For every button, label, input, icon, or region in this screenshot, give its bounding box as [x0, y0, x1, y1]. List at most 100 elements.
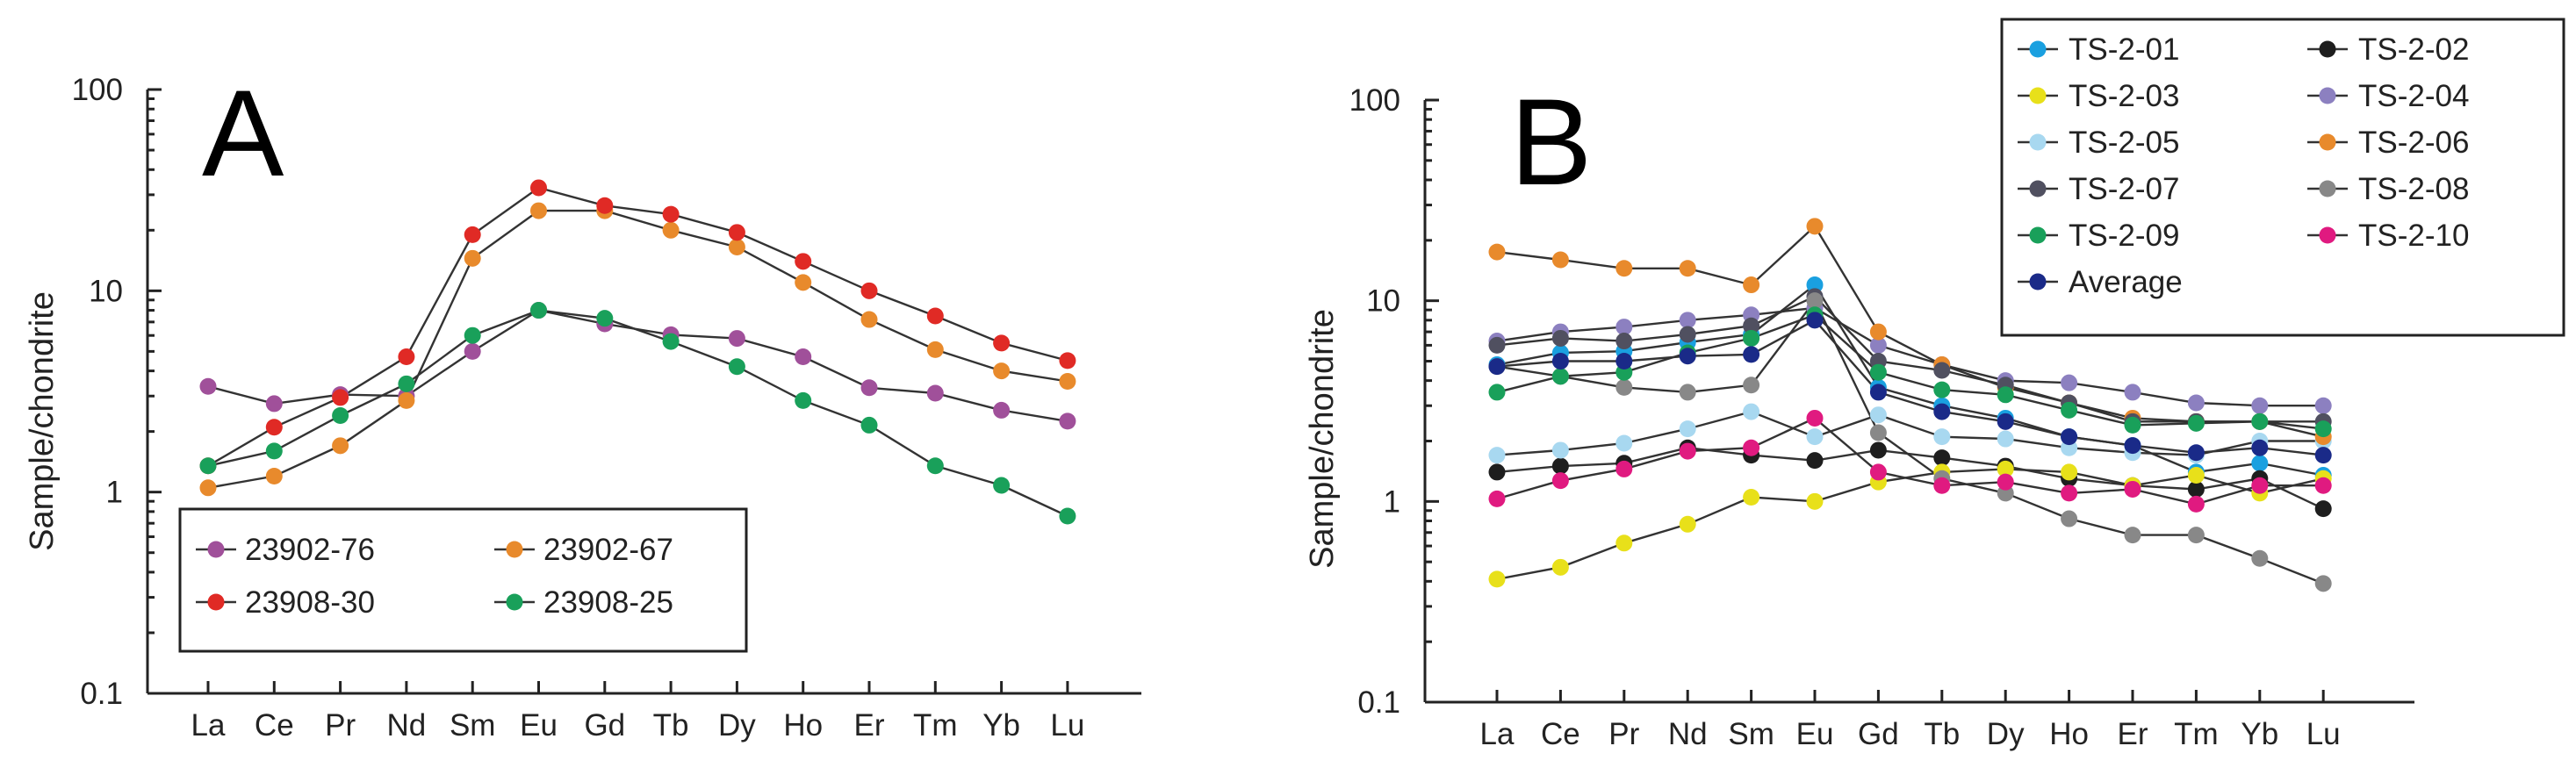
panel-b-data-point	[1869, 424, 1887, 441]
panel-b-data-point	[1551, 472, 1569, 490]
panel-a-y-axis-title: Sample/chondrite	[24, 291, 61, 551]
panel-b-series-line	[1496, 295, 2324, 423]
panel-a-data-point	[265, 395, 283, 413]
panel-a-x-tick-label: Tb	[653, 708, 689, 743]
panel-b-data-point	[2187, 480, 2205, 498]
panel-b-data-point	[2314, 500, 2332, 518]
panel-b-legend: TS-2-01 TS-2-02 TS-2-03 TS-2-04 TS-2-05 TS-2-…	[2000, 18, 2565, 337]
panel-a-data-point	[398, 348, 415, 366]
panel-b-data-point	[1615, 534, 1633, 552]
panel-a-data-point	[596, 310, 614, 327]
panel-a-y-tick-label: 100	[72, 73, 123, 107]
panel-b-data-point	[1869, 463, 1887, 481]
panel-a-data-point	[265, 419, 283, 436]
panel-b-legend-label: TS-2-04	[2358, 79, 2469, 113]
panel-a-x-tick-label: Dy	[718, 708, 756, 743]
panel-b-data-point	[1806, 292, 1824, 310]
panel-b-y-tick-label: 100	[1349, 83, 1400, 118]
panel-a-data-point	[795, 348, 812, 366]
panel-b-data-point	[2187, 414, 2205, 432]
panel-b-x-tick-label: Tm	[2174, 717, 2219, 751]
panel-a-x-tick-label: Eu	[520, 708, 558, 743]
panel-a-data-point	[662, 205, 680, 223]
panel-a-data-point	[530, 302, 547, 319]
panel-b-legend-box	[2000, 18, 2565, 337]
panel-b-data-point	[2251, 549, 2269, 567]
panel-b-x-tick-label: Tb	[1924, 717, 1960, 751]
panel-b-data-point	[2314, 420, 2332, 438]
panel-a-data-point	[265, 468, 283, 485]
panel-b-data-point	[1551, 558, 1569, 576]
panel-a-legend-label: 23902-67	[543, 533, 673, 567]
panel-b-data-point	[1488, 358, 1506, 376]
panel-b-data-point	[1551, 353, 1569, 370]
panel-b-data-point	[1933, 381, 1951, 398]
panel-b-legend-label: TS-2-01	[2069, 32, 2179, 67]
panel-a-legend-label: 23908-30	[245, 585, 375, 620]
panel-a-data-point	[265, 442, 283, 460]
panel-a-data-point	[199, 457, 217, 475]
panel-b-data-point	[1679, 326, 1696, 343]
panel-a-data-point	[530, 202, 547, 219]
panel-a-data-point	[926, 457, 944, 475]
panel-b-data-point	[1551, 329, 1569, 347]
panel-b-data-point	[1743, 403, 1760, 420]
panel-a-y-tick-label: 0.1	[80, 677, 123, 711]
panel-b-data-point	[2187, 444, 2205, 462]
panel-b-legend-marker	[2029, 133, 2047, 151]
panel-b-data-point	[2187, 467, 2205, 484]
panel-a-data-point	[860, 282, 878, 299]
panel-b-data-point	[1933, 362, 1951, 379]
panel-a-legend: 23902-76 23902-67 23908-30 23908-25	[178, 507, 748, 653]
panel-b-data-point	[2251, 413, 2269, 430]
panel-b-data-point	[1806, 312, 1824, 329]
panel-a-x-tick-label: Pr	[325, 708, 356, 743]
panel-b-data-point	[1743, 439, 1760, 456]
panel-a-y-tick-label: 1	[106, 476, 123, 510]
panel-a-data-point	[795, 274, 812, 291]
panel-a: A Sample/chondrite 0.1 1 10 100 La Ce Pr Nd Sm Eu…	[24, 64, 1141, 743]
panel-b-letter: B	[1510, 73, 1592, 211]
panel-a-data-point	[860, 311, 878, 328]
panel-b-data-point	[1615, 378, 1633, 396]
panel-b-data-point	[1869, 363, 1887, 381]
panel-a-data-point	[464, 249, 481, 267]
panel-b-data-point	[1615, 460, 1633, 477]
panel-b-data-point	[1997, 473, 2014, 491]
panel-b-x-tick-label: Lu	[2306, 717, 2341, 751]
panel-b-legend-label: TS-2-05	[2069, 126, 2179, 160]
panel-b-data-point	[1551, 457, 1569, 475]
panel-b-x-tick-label: Eu	[1796, 717, 1834, 751]
panel-a-data-point	[398, 391, 415, 409]
panel-b-data-point	[2314, 477, 2332, 494]
panel-b-points	[1488, 218, 2332, 592]
panel-b-x-tick-label: Sm	[1728, 717, 1774, 751]
panel-b-data-point	[1679, 348, 1696, 365]
panel-b-legend-marker	[2029, 273, 2047, 291]
panel-b-data-point	[1615, 333, 1633, 350]
panel-b-legend-label: TS-2-06	[2358, 126, 2469, 160]
panel-b-data-point	[1806, 409, 1824, 427]
panel-b-x-tick-label: Yb	[2241, 717, 2278, 751]
panel-b-data-point	[1869, 441, 1887, 459]
panel-a-x-tick-label: Gd	[584, 708, 625, 743]
panel-b-data-point	[1488, 463, 1506, 481]
panel-b-y-tick-label: 0.1	[1357, 685, 1400, 720]
panel-a-data-point	[332, 406, 349, 424]
panel-b-data-point	[2251, 455, 2269, 472]
panel-b-data-point	[1615, 353, 1633, 370]
panel-a-data-point	[662, 333, 680, 350]
panel-b-data-point	[2251, 397, 2269, 414]
panel-b-x-tick-label: Ce	[1541, 717, 1580, 751]
panel-b-data-point	[2061, 510, 2078, 527]
panel-a-data-point	[993, 334, 1011, 352]
panel-b-legend-label: Average	[2069, 265, 2183, 299]
panel-b-data-point	[1679, 442, 1696, 460]
panel-a-x-tick-label: Nd	[387, 708, 427, 743]
panel-b-data-point	[1743, 377, 1760, 394]
panel-b-data-point	[2314, 447, 2332, 464]
panel-a-legend-marker	[506, 593, 523, 611]
panel-b-data-point	[2124, 416, 2141, 434]
panel-a-x-tick-label: Er	[854, 708, 885, 743]
panel-a-x-tick-label: Sm	[450, 708, 496, 743]
